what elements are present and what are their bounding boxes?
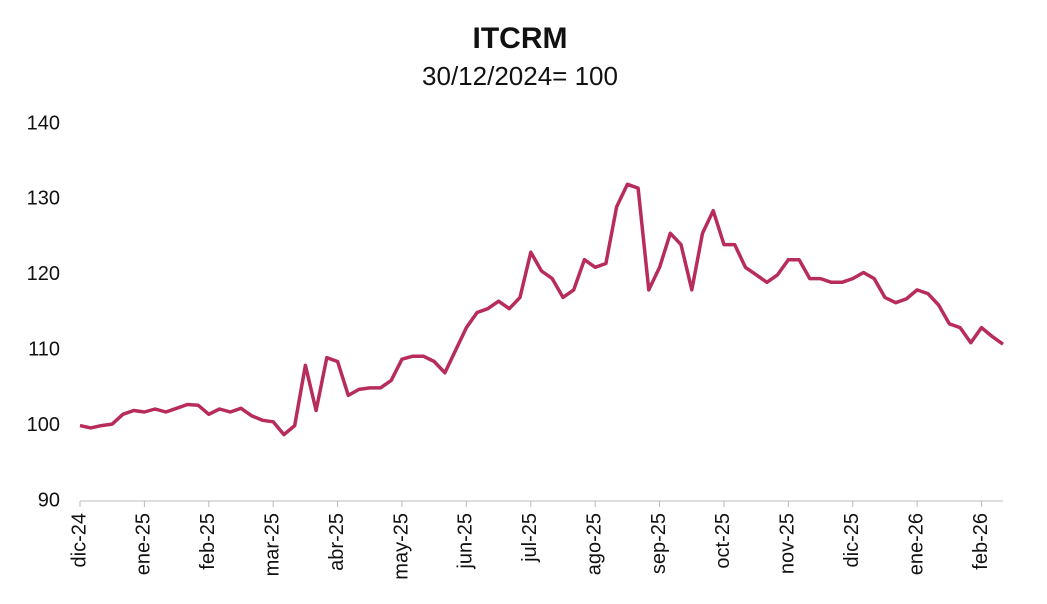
x-tick-label: ago-25 (583, 513, 605, 575)
x-tick-label: feb-26 (970, 513, 992, 570)
x-tick-label: mar-25 (261, 513, 283, 576)
y-tick-label: 140 (27, 112, 60, 134)
x-tick-label: dic-24 (68, 513, 90, 567)
chart-title: ITCRM (473, 22, 568, 55)
x-tick-label: oct-25 (712, 513, 734, 569)
x-tick-label: sep-25 (648, 513, 670, 574)
x-tick-label: may-25 (390, 513, 412, 580)
chart-subtitle: 30/12/2024= 100 (422, 61, 618, 91)
x-tick-label: dic-25 (841, 513, 863, 567)
data-line (79, 182, 1005, 437)
y-tick-label: 90 (38, 489, 60, 511)
y-tick-label: 120 (27, 263, 60, 285)
x-tick-label: ene-26 (905, 513, 927, 575)
y-tick-label: 130 (27, 188, 60, 210)
y-tick-label: 100 (27, 414, 60, 436)
x-tick-label: jun-25 (455, 513, 477, 570)
x-tick-label: ene-25 (133, 513, 155, 575)
x-tick-label: abr-25 (326, 513, 348, 571)
y-tick-label: 110 (28, 338, 60, 360)
x-tick-label: jul-25 (519, 513, 541, 563)
x-tick-label: feb-25 (197, 513, 219, 570)
x-tick-label: nov-25 (777, 513, 799, 574)
